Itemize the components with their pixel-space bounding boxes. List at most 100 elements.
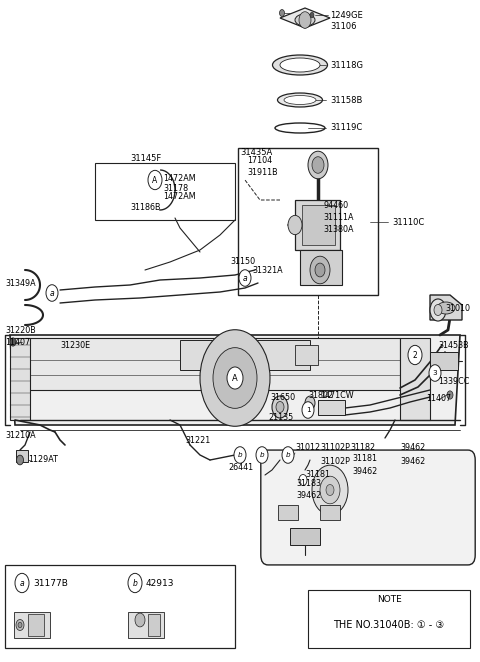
Circle shape [302, 402, 314, 418]
Circle shape [299, 475, 307, 485]
Text: 31177B: 31177B [33, 579, 68, 587]
Bar [278, 505, 298, 520]
Circle shape [276, 401, 284, 412]
Bar [238, 148, 378, 295]
Circle shape [434, 305, 442, 316]
Circle shape [326, 485, 334, 496]
Text: 31012: 31012 [295, 442, 320, 451]
Ellipse shape [284, 95, 316, 105]
Circle shape [272, 396, 288, 418]
Text: 1471CW: 1471CW [320, 391, 354, 399]
Circle shape [200, 330, 270, 426]
Circle shape [46, 285, 58, 301]
Text: 94460: 94460 [323, 201, 348, 209]
Text: NOTE: NOTE [377, 594, 401, 604]
Bar [290, 528, 320, 545]
Circle shape [213, 348, 257, 408]
Text: 1339CC: 1339CC [438, 377, 469, 387]
Circle shape [10, 338, 16, 346]
Polygon shape [10, 335, 460, 425]
Circle shape [256, 447, 268, 463]
Bar [318, 400, 345, 415]
Bar [128, 612, 164, 638]
Circle shape [429, 365, 441, 381]
Circle shape [299, 12, 311, 28]
Text: 26441: 26441 [228, 463, 253, 473]
Text: 39462: 39462 [400, 442, 425, 451]
Text: 31106: 31106 [330, 21, 357, 30]
Bar [400, 338, 430, 420]
Text: 31110C: 31110C [392, 218, 424, 226]
Bar [308, 590, 470, 648]
Text: 1472AM: 1472AM [163, 191, 196, 201]
Bar [25, 338, 400, 390]
Text: 31118G: 31118G [330, 60, 363, 70]
Circle shape [18, 622, 22, 628]
Text: 31181: 31181 [352, 453, 377, 463]
Text: 11407: 11407 [5, 338, 30, 346]
Circle shape [282, 447, 294, 463]
Bar [95, 163, 235, 220]
Bar [14, 612, 50, 638]
Text: 31321A: 31321A [252, 265, 283, 275]
Text: b: b [286, 452, 290, 458]
Text: 31119C: 31119C [330, 124, 362, 132]
Text: 31802: 31802 [308, 391, 333, 399]
Circle shape [128, 573, 142, 592]
Ellipse shape [295, 14, 315, 26]
Text: a: a [20, 579, 24, 587]
Circle shape [312, 465, 348, 515]
Bar [300, 250, 342, 285]
Text: 31380A: 31380A [323, 224, 353, 234]
Text: 31145F: 31145F [130, 154, 161, 162]
Circle shape [234, 447, 246, 463]
Text: a: a [243, 273, 247, 283]
Circle shape [16, 620, 24, 630]
Text: 31181: 31181 [305, 469, 330, 479]
Text: 3: 3 [432, 370, 437, 376]
Text: 31230E: 31230E [60, 340, 90, 350]
Text: 31158B: 31158B [330, 95, 362, 105]
Text: b: b [260, 452, 264, 458]
Circle shape [308, 151, 328, 179]
Circle shape [320, 476, 340, 504]
Text: 31150: 31150 [230, 258, 255, 267]
Text: 31186B: 31186B [130, 203, 160, 211]
Circle shape [288, 215, 302, 234]
Circle shape [135, 613, 145, 627]
Text: 31220B: 31220B [5, 326, 36, 334]
Circle shape [430, 299, 446, 321]
Bar [430, 352, 458, 370]
Text: 1: 1 [306, 407, 310, 413]
Text: a: a [50, 289, 54, 297]
Text: 31210A: 31210A [5, 430, 36, 440]
Circle shape [305, 396, 315, 410]
Text: 31453B: 31453B [438, 340, 468, 350]
Bar [28, 614, 44, 636]
Bar [180, 340, 310, 370]
FancyBboxPatch shape [261, 450, 475, 565]
Circle shape [239, 269, 251, 286]
Bar [10, 338, 30, 420]
Text: 31111A: 31111A [323, 213, 353, 222]
Text: 17104: 17104 [247, 156, 272, 164]
Circle shape [310, 256, 330, 284]
Circle shape [279, 9, 285, 17]
Text: 31183: 31183 [296, 479, 321, 487]
Circle shape [148, 170, 162, 189]
Text: 21135: 21135 [268, 414, 293, 422]
Text: THE NO.31040B: ① - ③: THE NO.31040B: ① - ③ [334, 620, 444, 630]
Polygon shape [430, 295, 462, 320]
Text: 39462: 39462 [400, 457, 425, 467]
Text: 31010: 31010 [445, 303, 470, 312]
Polygon shape [280, 8, 330, 28]
Text: 31178: 31178 [163, 183, 188, 193]
Ellipse shape [437, 302, 455, 314]
Text: 31221: 31221 [185, 436, 210, 444]
Text: 39462: 39462 [352, 467, 377, 477]
Text: b: b [132, 579, 137, 587]
Circle shape [447, 391, 453, 399]
Ellipse shape [277, 93, 323, 107]
Text: 31102P: 31102P [320, 442, 350, 451]
Text: b: b [238, 452, 242, 458]
